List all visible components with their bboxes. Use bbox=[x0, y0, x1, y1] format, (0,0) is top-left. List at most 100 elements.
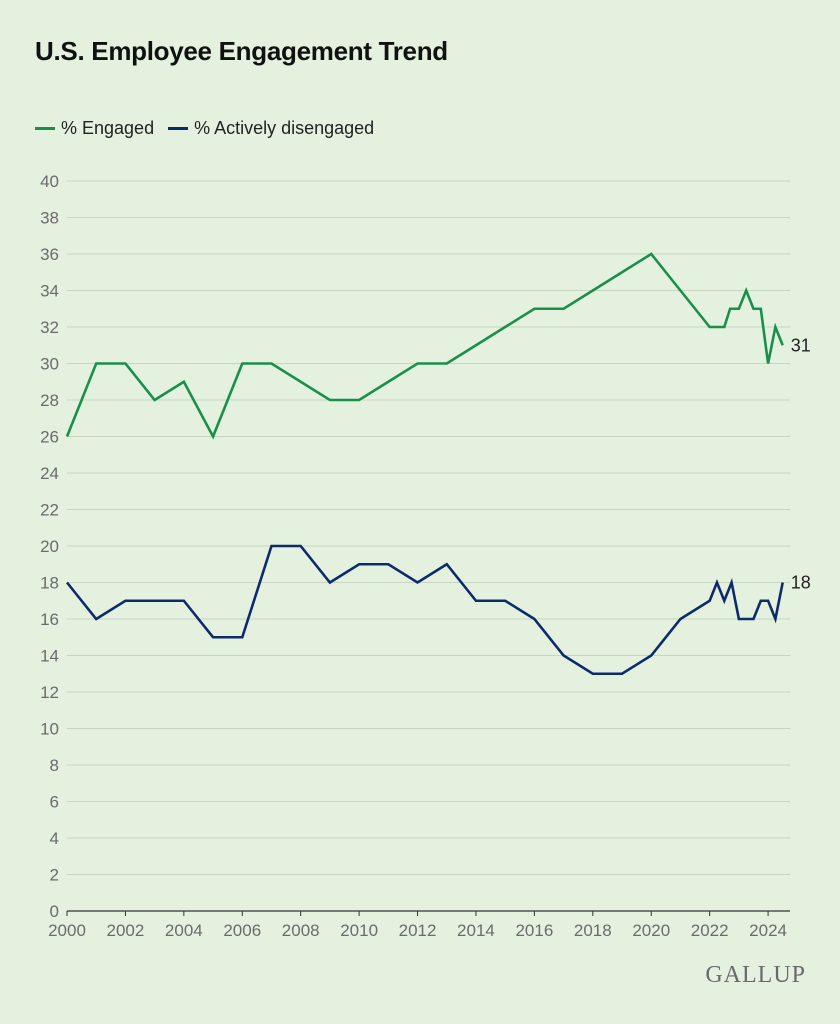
x-tick-label-2022: 2022 bbox=[691, 921, 729, 940]
data-point-actively-disengaged-1 bbox=[95, 618, 98, 621]
end-label-engaged: 31 bbox=[791, 335, 811, 355]
data-point-actively-disengaged-29 bbox=[767, 599, 770, 602]
data-point-actively-disengaged-4 bbox=[182, 599, 185, 602]
data-point-actively-disengaged-5 bbox=[212, 636, 215, 639]
x-tick-label-2016: 2016 bbox=[515, 921, 553, 940]
data-point-actively-disengaged-0 bbox=[66, 581, 69, 584]
data-point-actively-disengaged-8 bbox=[299, 545, 302, 548]
y-tick-label-38: 38 bbox=[40, 209, 59, 228]
data-point-engaged-12 bbox=[416, 362, 419, 365]
legend-item-engaged: % Engaged bbox=[35, 118, 154, 139]
data-point-actively-disengaged-10 bbox=[358, 563, 361, 566]
y-tick-label-4: 4 bbox=[50, 829, 59, 848]
data-point-actively-disengaged-22 bbox=[708, 599, 711, 602]
x-tick-label-2000: 2000 bbox=[48, 921, 86, 940]
y-tick-label-16: 16 bbox=[40, 610, 59, 629]
x-tick-label-2010: 2010 bbox=[340, 921, 378, 940]
data-point-actively-disengaged-17 bbox=[562, 654, 565, 657]
data-point-engaged-21 bbox=[679, 289, 682, 292]
y-tick-label-40: 40 bbox=[40, 172, 59, 191]
y-tick-label-24: 24 bbox=[40, 464, 59, 483]
x-tick-label-2002: 2002 bbox=[107, 921, 145, 940]
x-tick-label-2018: 2018 bbox=[574, 921, 612, 940]
data-point-engaged-10 bbox=[358, 399, 361, 402]
series-line-actively-disengaged bbox=[65, 544, 784, 676]
y-tick-label-34: 34 bbox=[40, 282, 59, 301]
data-point-engaged-2 bbox=[124, 362, 127, 365]
y-tick-label-10: 10 bbox=[40, 720, 59, 739]
data-point-engaged-31 bbox=[781, 344, 784, 347]
data-point-actively-disengaged-9 bbox=[329, 581, 332, 584]
data-point-actively-disengaged-27 bbox=[752, 618, 755, 621]
data-point-engaged-8 bbox=[299, 380, 302, 383]
data-point-engaged-27 bbox=[752, 307, 755, 310]
data-point-engaged-7 bbox=[270, 362, 273, 365]
data-point-actively-disengaged-7 bbox=[270, 545, 273, 548]
data-point-actively-disengaged-13 bbox=[445, 563, 448, 566]
data-point-actively-disengaged-28 bbox=[759, 599, 762, 602]
data-point-engaged-15 bbox=[504, 326, 507, 329]
y-tick-label-36: 36 bbox=[40, 245, 59, 264]
x-tick-label-2024: 2024 bbox=[749, 921, 787, 940]
data-point-engaged-28 bbox=[759, 307, 762, 310]
gallup-logo: GALLUP bbox=[705, 962, 806, 988]
legend-swatch-engaged bbox=[35, 127, 55, 130]
data-point-actively-disengaged-11 bbox=[387, 563, 390, 566]
data-point-engaged-17 bbox=[562, 307, 565, 310]
end-label-actively-disengaged: 18 bbox=[791, 573, 811, 593]
data-point-actively-disengaged-14 bbox=[475, 599, 478, 602]
data-point-actively-disengaged-20 bbox=[650, 654, 653, 657]
data-point-actively-disengaged-12 bbox=[416, 581, 419, 584]
legend-label-actively-disengaged: % Actively disengaged bbox=[194, 118, 375, 138]
x-tick-label-2006: 2006 bbox=[223, 921, 261, 940]
chart-title: U.S. Employee Engagement Trend bbox=[35, 36, 448, 66]
data-point-actively-disengaged-25 bbox=[730, 581, 733, 584]
data-point-engaged-22 bbox=[708, 326, 711, 329]
y-tick-label-8: 8 bbox=[50, 756, 59, 775]
data-point-engaged-9 bbox=[329, 399, 332, 402]
y-tick-label-2: 2 bbox=[50, 866, 59, 885]
y-tick-label-20: 20 bbox=[40, 537, 59, 556]
data-point-engaged-25 bbox=[737, 307, 740, 310]
legend-swatch-actively-disengaged bbox=[168, 127, 189, 130]
y-tick-label-14: 14 bbox=[40, 647, 59, 666]
y-tick-label-0: 0 bbox=[50, 902, 59, 921]
data-point-engaged-30 bbox=[774, 326, 777, 329]
legend-label-engaged: % Engaged bbox=[61, 118, 155, 138]
x-tick-label-2014: 2014 bbox=[457, 921, 495, 940]
y-tick-label-28: 28 bbox=[40, 391, 59, 410]
data-point-actively-disengaged-2 bbox=[124, 599, 127, 602]
y-tick-label-30: 30 bbox=[40, 355, 59, 374]
data-point-actively-disengaged-24 bbox=[723, 599, 726, 602]
data-point-engaged-18 bbox=[591, 289, 594, 292]
data-point-engaged-5 bbox=[212, 435, 215, 438]
chart-legend: % Engaged % Actively disengaged bbox=[35, 118, 388, 139]
x-tick-label-2004: 2004 bbox=[165, 921, 203, 940]
data-point-engaged-26 bbox=[745, 289, 748, 292]
data-point-actively-disengaged-16 bbox=[533, 618, 536, 621]
y-tick-label-32: 32 bbox=[40, 318, 59, 337]
data-point-engaged-19 bbox=[621, 271, 624, 274]
data-point-actively-disengaged-21 bbox=[679, 618, 682, 621]
data-point-actively-disengaged-15 bbox=[504, 599, 507, 602]
data-point-engaged-11 bbox=[387, 380, 390, 383]
data-point-engaged-13 bbox=[445, 362, 448, 365]
x-tick-label-2008: 2008 bbox=[282, 921, 320, 940]
data-point-actively-disengaged-6 bbox=[241, 636, 244, 639]
data-point-actively-disengaged-31 bbox=[781, 581, 784, 584]
series-line-engaged bbox=[65, 252, 784, 440]
y-tick-label-6: 6 bbox=[50, 793, 59, 812]
data-point-engaged-6 bbox=[241, 362, 244, 365]
data-point-engaged-0 bbox=[66, 435, 69, 438]
y-tick-label-18: 18 bbox=[40, 574, 59, 593]
data-point-engaged-16 bbox=[533, 307, 536, 310]
data-point-engaged-1 bbox=[95, 362, 98, 365]
data-point-engaged-20 bbox=[650, 253, 653, 256]
y-tick-label-12: 12 bbox=[40, 683, 59, 702]
y-tick-label-22: 22 bbox=[40, 501, 59, 520]
data-point-actively-disengaged-30 bbox=[774, 618, 777, 621]
data-point-actively-disengaged-26 bbox=[737, 618, 740, 621]
data-point-actively-disengaged-23 bbox=[716, 581, 719, 584]
data-point-engaged-29 bbox=[767, 362, 770, 365]
